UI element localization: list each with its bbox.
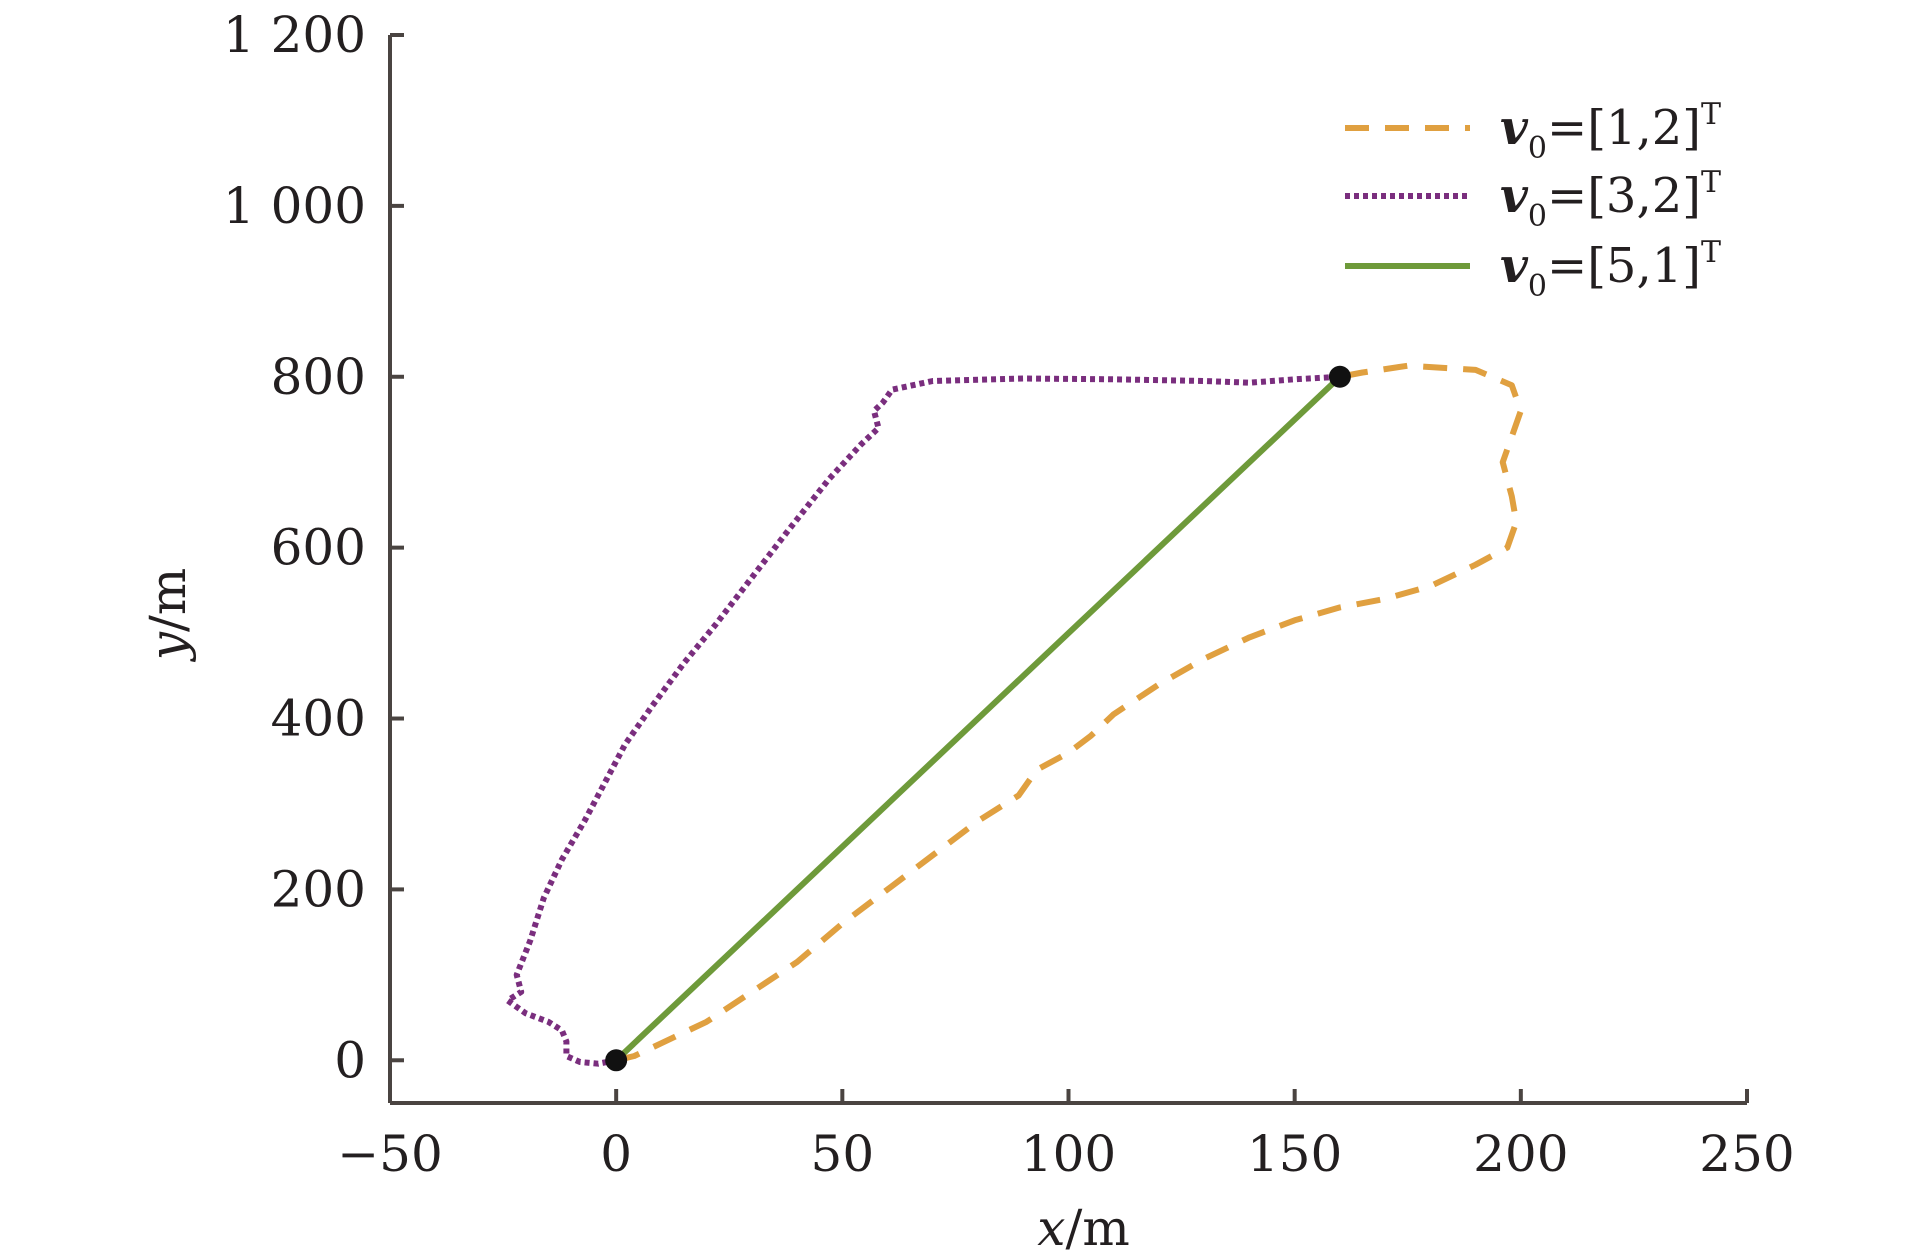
y-tick-label: 600 bbox=[271, 519, 366, 577]
goal-marker bbox=[1328, 365, 1351, 388]
legend-label-3: v0=[5,1]T bbox=[1500, 235, 1721, 304]
axes bbox=[388, 35, 1747, 1105]
x-tick-label: 200 bbox=[1473, 1125, 1568, 1183]
y-tick-label: 400 bbox=[271, 690, 366, 748]
endpoint-markers bbox=[605, 365, 1351, 1072]
y-tick-label: 0 bbox=[334, 1031, 366, 1089]
x-tick-label: −50 bbox=[337, 1125, 443, 1183]
y-axis-label-var: y bbox=[139, 631, 197, 662]
x-tick-label: 0 bbox=[600, 1125, 632, 1183]
series-line-1 bbox=[615, 362, 1524, 1064]
axis-labels: x/my/m bbox=[139, 568, 1130, 1252]
x-tick-label: 150 bbox=[1247, 1125, 1342, 1183]
x-axis-label: x/m bbox=[1037, 1199, 1129, 1252]
legend: v0=[1,2]Tv0=[3,2]Tv0=[5,1]T bbox=[1345, 97, 1721, 304]
x-tick-label: 100 bbox=[1021, 1125, 1116, 1183]
y-axis-label-unit: /m bbox=[139, 568, 197, 632]
y-tick-label: 1 200 bbox=[223, 6, 366, 64]
y-tick-label: 200 bbox=[271, 860, 366, 918]
legend-label-1: v0=[1,2]T bbox=[1500, 97, 1721, 166]
series-line-3 bbox=[614, 374, 1342, 1063]
x-axis-label-unit: /m bbox=[1065, 1199, 1129, 1252]
x-tick-label: 250 bbox=[1699, 1125, 1794, 1183]
series-lines bbox=[504, 362, 1524, 1067]
x-axis-label-var: x bbox=[1037, 1199, 1065, 1252]
start-marker bbox=[605, 1049, 628, 1072]
legend-label-2: v0=[3,2]T bbox=[1500, 165, 1721, 234]
ticks: −50 0 50 100 150 200 250 0 200 400 600 800 1 000 1 20… bbox=[223, 6, 1795, 1183]
y-tick-label: 800 bbox=[271, 348, 366, 406]
y-axis-label: y/m bbox=[139, 568, 197, 663]
series-line-2 bbox=[504, 373, 1341, 1067]
y-tick-label: 1 000 bbox=[223, 177, 366, 235]
x-tick-label: 50 bbox=[811, 1125, 875, 1183]
